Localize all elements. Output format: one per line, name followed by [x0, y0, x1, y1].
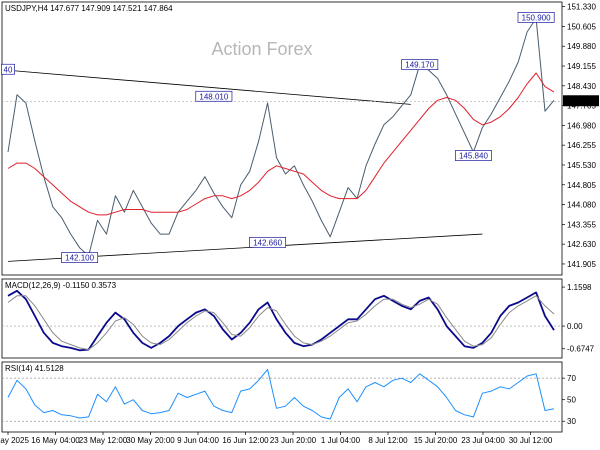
y-tick-label: 142.630 [567, 240, 596, 249]
y-tick-label: 141.905 [567, 260, 596, 269]
price-marker-box [454, 150, 492, 161]
y-tick-label: 144.805 [567, 181, 596, 190]
y-tick-label: -0.6747 [567, 345, 595, 354]
indicator-title: RSI(14) 41.5128 [5, 364, 64, 373]
y-tick-label: 150.605 [567, 22, 596, 31]
price-marker-box [249, 236, 287, 248]
x-tick-label: 16 Jun 12:00 [222, 436, 269, 445]
price-marker-box [1, 63, 15, 75]
x-tick-label: 16 May 04:00 [31, 436, 80, 445]
price-marker-label: 150.900 [522, 13, 551, 22]
series-line-0-0 [7, 17, 555, 257]
last-price-label: 147.864 [565, 97, 594, 106]
price-marker-label: 148.010 [199, 92, 228, 101]
y-tick-label: 148.430 [567, 82, 596, 91]
trendline-0 [7, 69, 411, 105]
y-tick-label: 144.080 [567, 201, 596, 210]
panel-frame-2 [1, 361, 563, 433]
y-tick-label: 70 [567, 374, 576, 383]
price-marker-box [61, 252, 99, 263]
x-tick-label: 1 Jul 04:00 [321, 436, 361, 445]
x-tick-label: 15 Jul 20:00 [414, 436, 458, 445]
x-tick-label: 23 Jul 04:00 [461, 436, 505, 445]
y-tick-label: 149.880 [567, 42, 596, 51]
y-tick-label: 145.530 [567, 161, 596, 170]
price-marker-box [517, 12, 555, 23]
y-tick-label: 143.355 [567, 220, 596, 229]
y-tick-label: 50 [567, 396, 576, 405]
price-marker-label: 142.100 [65, 254, 94, 263]
y-tick-label: 0.00 [567, 322, 583, 331]
chart-title: USDJPY,H4 147.677 147.909 147.521 147.86… [5, 4, 173, 13]
price-marker-label: 142.660 [253, 238, 282, 247]
series-line-0-1 [7, 72, 555, 216]
watermark: Action Forex [211, 39, 312, 59]
price-marker-label: 149.170 [405, 61, 434, 70]
price-marker-label: 145.840 [459, 152, 488, 161]
x-tick-label: 23 Jun 20:00 [270, 436, 317, 445]
y-tick-label: 149.155 [567, 62, 596, 71]
series-line-1-0 [7, 289, 555, 352]
x-tick-label: 9 Jun 04:00 [177, 436, 219, 445]
price-marker-box [401, 59, 439, 70]
x-tick-label: 8 Jul 12:00 [368, 436, 408, 445]
x-tick-label: 23 May 12:00 [79, 436, 128, 445]
y-tick-label: 146.255 [567, 141, 596, 150]
x-tick-label: 30 May 20:00 [126, 436, 175, 445]
price-marker-label: 40 [4, 65, 13, 74]
y-tick-label: 30 [567, 417, 576, 426]
y-tick-label: 1.1598 [567, 283, 592, 292]
y-tick-label: 146.980 [567, 121, 596, 130]
price-marker-box [195, 90, 233, 102]
x-tick-label: 8 May 2025 [0, 436, 29, 445]
series-line-1-1 [7, 295, 555, 351]
x-tick-label: 30 Jul 12:00 [509, 436, 553, 445]
series-line-2-0 [7, 369, 555, 420]
indicator-title: MACD(12,26,9) -0.1150 0.3573 [5, 281, 117, 290]
last-price-tag [563, 95, 599, 107]
y-tick-label: 151.330 [567, 3, 596, 12]
